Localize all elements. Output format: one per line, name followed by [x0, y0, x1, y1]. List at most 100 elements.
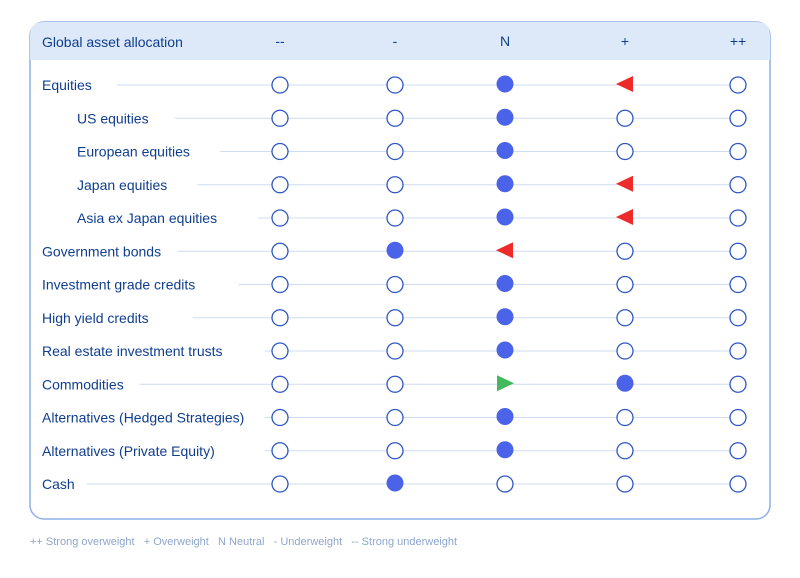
- position-marker-empty: [271, 76, 289, 94]
- table-row: Alternatives (Hedged Strategies): [42, 408, 747, 427]
- position-marker-filled: [496, 275, 514, 292]
- row-label: Cash: [42, 476, 75, 492]
- column-header: N: [500, 33, 510, 49]
- position-marker-empty: [616, 309, 634, 327]
- table-row: Japan equities: [77, 175, 747, 194]
- position-marker-empty: [386, 76, 404, 94]
- change-arrow-left-icon: [616, 209, 633, 225]
- row-label: Commodities: [42, 376, 124, 392]
- table-rows: Equities US equities European equities Japa…: [42, 75, 747, 493]
- position-marker-filled: [496, 175, 514, 193]
- position-marker-empty: [729, 109, 747, 127]
- position-marker-empty: [271, 442, 289, 460]
- position-marker-empty: [616, 142, 634, 161]
- row-label: Investment grade credits: [42, 277, 195, 293]
- position-marker-empty: [386, 375, 404, 393]
- position-marker-filled: [496, 75, 514, 93]
- row-label: High yield credits: [42, 310, 149, 326]
- position-marker-empty: [386, 342, 404, 360]
- table-row: High yield credits: [42, 308, 747, 327]
- position-marker-empty: [271, 275, 289, 294]
- position-marker-empty: [729, 342, 747, 360]
- row-label: Japan equities: [77, 177, 167, 193]
- position-marker-filled: [386, 474, 404, 492]
- row-label: Asia ex Japan equities: [77, 210, 217, 226]
- position-marker-empty: [386, 209, 404, 227]
- change-arrow-right-icon: [497, 375, 514, 392]
- row-label: Alternatives (Private Equity): [42, 443, 215, 459]
- position-marker-empty: [386, 309, 404, 327]
- position-marker-empty: [729, 242, 747, 260]
- table-row: Asia ex Japan equities: [77, 208, 747, 227]
- position-marker-filled: [496, 208, 514, 226]
- position-marker-filled: [496, 341, 514, 359]
- position-marker-empty: [496, 475, 514, 493]
- row-label: Real estate investment trusts: [42, 343, 223, 359]
- position-marker-empty: [729, 76, 747, 94]
- position-marker-empty: [271, 342, 289, 360]
- position-marker-empty: [616, 442, 634, 460]
- position-marker-empty: [271, 309, 289, 327]
- position-marker-empty: [616, 242, 634, 260]
- position-marker-filled: [496, 441, 514, 459]
- position-marker-empty: [271, 142, 289, 161]
- position-marker-empty: [386, 408, 404, 427]
- position-marker-empty: [386, 142, 404, 161]
- position-marker-empty: [729, 176, 747, 194]
- table-row: Cash: [42, 474, 747, 493]
- position-marker-empty: [729, 309, 747, 327]
- table-row: Commodities: [42, 374, 747, 393]
- row-label: US equities: [77, 110, 149, 126]
- table-row: Alternatives (Private Equity): [42, 441, 747, 460]
- position-marker-empty: [729, 209, 747, 227]
- column-header: ++: [730, 33, 746, 49]
- position-marker-filled: [496, 408, 514, 425]
- column-header: --: [275, 33, 285, 49]
- position-marker-empty: [729, 275, 747, 294]
- position-marker-filled: [496, 142, 514, 159]
- position-marker-empty: [271, 375, 289, 393]
- table-row: Government bonds: [42, 241, 747, 260]
- row-label: European equities: [77, 144, 190, 160]
- row-label: Alternatives (Hedged Strategies): [42, 410, 244, 426]
- position-marker-empty: [729, 475, 747, 493]
- table-row: Real estate investment trusts: [42, 341, 747, 360]
- position-marker-empty: [616, 342, 634, 360]
- position-marker-empty: [616, 275, 634, 294]
- position-marker-empty: [271, 475, 289, 493]
- position-marker-empty: [616, 408, 634, 427]
- change-arrow-left-icon: [496, 242, 513, 259]
- position-marker-empty: [729, 408, 747, 427]
- column-header: -: [393, 33, 398, 49]
- position-marker-empty: [729, 375, 747, 393]
- table-title: Global asset allocation: [42, 34, 183, 50]
- table-row: Investment grade credits: [42, 275, 747, 294]
- position-marker-empty: [616, 475, 634, 493]
- position-marker-empty: [386, 109, 404, 127]
- table-header: [30, 22, 770, 60]
- change-arrow-left-icon: [616, 175, 633, 192]
- position-marker-filled: [616, 374, 634, 392]
- row-label: Government bonds: [42, 243, 161, 259]
- position-marker-filled: [496, 108, 514, 126]
- row-label: Equities: [42, 77, 92, 93]
- position-marker-empty: [386, 275, 404, 294]
- position-marker-empty: [271, 176, 289, 194]
- position-marker-empty: [271, 242, 289, 260]
- position-marker-empty: [729, 142, 747, 161]
- position-marker-filled: [386, 241, 404, 259]
- position-marker-empty: [271, 109, 289, 127]
- position-marker-empty: [271, 408, 289, 427]
- position-marker-empty: [616, 109, 634, 127]
- column-header: +: [621, 33, 629, 49]
- table-row: US equities: [77, 108, 747, 127]
- table-row: European equities: [77, 142, 747, 161]
- column-headers: -- - N + ++: [275, 33, 746, 49]
- position-marker-empty: [386, 442, 404, 460]
- position-marker-empty: [729, 442, 747, 460]
- position-marker-filled: [496, 308, 514, 326]
- change-arrow-left-icon: [616, 76, 633, 92]
- table-row: Equities: [42, 75, 747, 94]
- position-marker-empty: [271, 209, 289, 227]
